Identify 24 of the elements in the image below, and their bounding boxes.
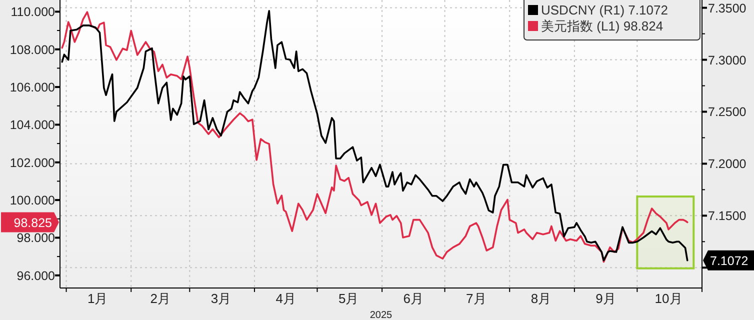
y-tick-label: 98.000 (16, 231, 56, 246)
x-tick-label: 4月 (276, 291, 296, 306)
x-tick-label: 9月 (596, 291, 616, 306)
y-tick-label: 106.000 (10, 80, 56, 95)
y-tick-label: 100.000 (10, 194, 56, 208)
y2-tick-label: 7.1500 (708, 209, 746, 224)
x-tick-label: 3月 (210, 291, 232, 306)
x-tick-label: 1月 (88, 291, 108, 306)
x-axis-title: 2025 (370, 310, 393, 320)
y-tick-label: 110.000 (10, 5, 56, 20)
x-tick-label: 2月 (150, 291, 170, 306)
y-tick-label: 104.000 (10, 118, 56, 132)
x-tick-label: 8月 (530, 291, 552, 306)
x-tick-label: 10月 (654, 291, 682, 306)
y2-tick-label: 7.3500 (708, 1, 746, 16)
y2-tick-label: 7.3000 (708, 53, 746, 68)
y-tick-label: 102.000 (10, 156, 56, 170)
y-tick-label: 96.000 (16, 268, 56, 283)
y2-tick-label: 7.2000 (708, 157, 746, 172)
x-tick-label: 6月 (403, 291, 424, 306)
y-tick-label: 108.000 (10, 42, 56, 57)
x-tick-label: 5月 (338, 291, 359, 306)
y2-tick-label: 7.2500 (708, 105, 746, 120)
x-tick-label: 7月 (466, 291, 486, 306)
